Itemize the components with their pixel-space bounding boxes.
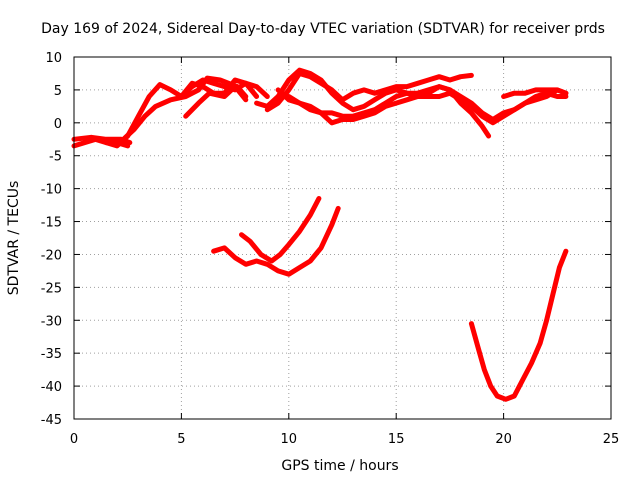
series-track-6	[183, 84, 249, 119]
plot-frame	[73, 56, 612, 420]
chart-title: Day 169 of 2024, Sidereal Day-to-day VTE…	[41, 21, 605, 37]
x-tick-label: 15	[388, 432, 405, 447]
x-axis-label: GPS time / hours	[281, 458, 398, 474]
series-track-10	[286, 84, 569, 122]
series-track-12	[211, 205, 341, 277]
tick-layer: 0 5 10 15 20 25 -45 -40 -35 -30 -25 -20 -15 -10 -5 0 5 10	[41, 51, 620, 447]
y-tick-label: -15	[41, 216, 62, 231]
x-tick-label: 10	[281, 432, 298, 447]
series-track-11	[501, 87, 569, 99]
x-tick-label: 5	[177, 432, 185, 447]
x-tick-label: 0	[70, 432, 78, 447]
x-tick-label: 25	[603, 432, 620, 447]
y-tick-label: -5	[49, 150, 62, 165]
y-tick-label: -10	[41, 183, 62, 198]
y-axis-label: SDTVAR / TECUs	[6, 181, 22, 296]
y-tick-label: 10	[45, 51, 62, 66]
y-tick-label: -20	[41, 248, 62, 263]
y-tick-label: -30	[41, 314, 62, 329]
series-layer	[71, 67, 569, 402]
x-tick-label: 20	[495, 432, 512, 447]
y-tick-label: -25	[41, 281, 62, 296]
y-tick-label: -40	[41, 380, 62, 395]
y-tick-label: 0	[54, 117, 62, 132]
series-track-7	[264, 71, 474, 113]
y-tick-label: -45	[41, 413, 62, 428]
series-track-14	[468, 248, 569, 402]
y-tick-label: -35	[41, 347, 62, 362]
y-tick-label: 5	[54, 84, 62, 99]
series-track-13	[239, 196, 322, 264]
